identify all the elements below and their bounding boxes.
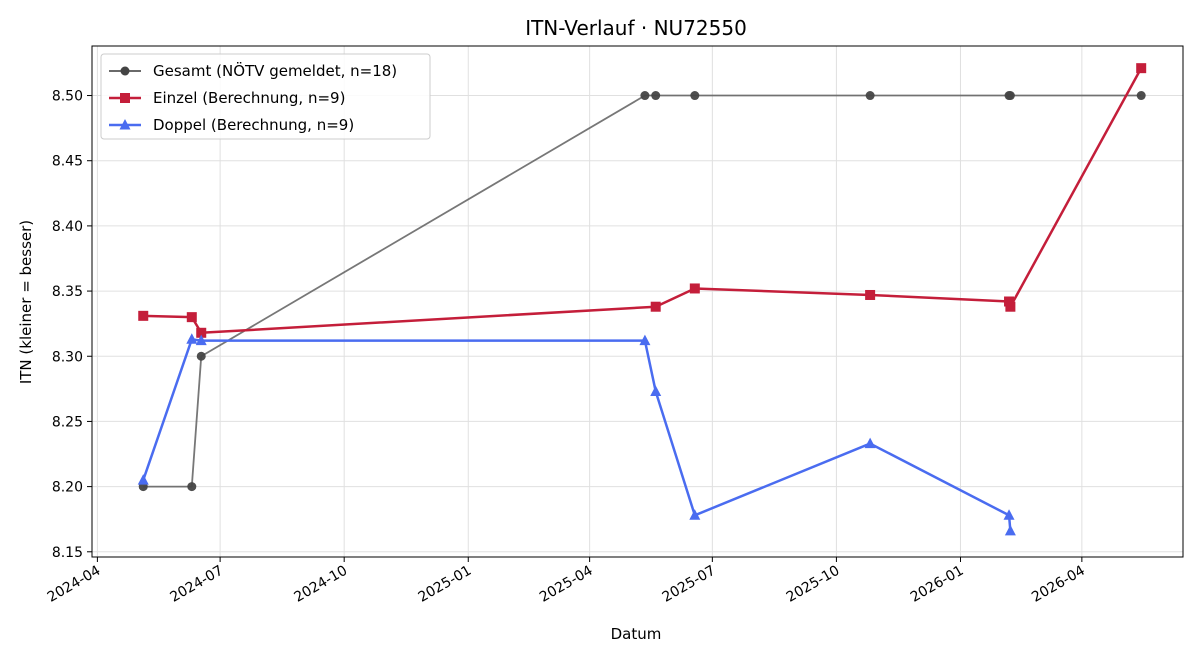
data-point (137, 474, 149, 485)
data-point (195, 334, 207, 346)
x-tick-label: 2025-10 (784, 563, 843, 606)
y-tick-label: 8.45 (52, 154, 83, 170)
legend-marker (120, 66, 130, 76)
data-point (865, 289, 876, 300)
data-point (187, 482, 197, 492)
y-axis-ticks: 8.15 8.20 8.25 8.30 8.35 8.40 8.45 8.50 (52, 89, 92, 561)
y-tick-label: 8.50 (52, 89, 83, 105)
legend-marker (119, 119, 131, 130)
data-point (196, 351, 206, 361)
x-tick-label: 2024-04 (45, 563, 104, 606)
data-point (690, 91, 700, 101)
data-point (651, 91, 661, 101)
data-point (1004, 524, 1016, 536)
y-tick-label: 8.25 (52, 414, 83, 430)
data-point (639, 334, 651, 346)
series-layer (137, 63, 1147, 536)
y-tick-label: 8.20 (52, 480, 83, 496)
data-point (1004, 296, 1015, 307)
data-point (1136, 91, 1146, 101)
series-3 (137, 333, 1016, 536)
legend-item: Einzel (Berechnung, n=9) (109, 89, 345, 107)
y-tick-label: 8.30 (52, 349, 83, 365)
data-point (1003, 509, 1015, 520)
data-point (1136, 63, 1147, 74)
legend-label: Einzel (Berechnung, n=9) (153, 89, 345, 107)
series-line (142, 338, 1012, 532)
series-2 (138, 63, 1147, 338)
x-tick-label: 2025-07 (660, 563, 719, 606)
y-tick-label: 8.35 (52, 284, 83, 300)
x-tick-label: 2026-01 (908, 563, 967, 606)
data-point (186, 312, 197, 323)
plot-frame (91, 45, 1184, 558)
x-tick-label: 2026-04 (1029, 563, 1088, 606)
data-point (1005, 301, 1016, 312)
legend-label: Gesamt (NÖTV gemeldet, n=18) (153, 61, 397, 80)
x-axis-ticks: 2024-04 2024-07 2024-10 2025-01 2025-04 2025-… (45, 557, 1088, 606)
y-tick-label: 8.40 (52, 219, 83, 235)
data-point (196, 327, 207, 338)
data-point (689, 283, 700, 294)
data-point (689, 509, 701, 520)
y-tick-label: 8.15 (52, 545, 83, 561)
legend-item: Gesamt (NÖTV gemeldet, n=18) (109, 61, 397, 80)
data-point (640, 91, 650, 101)
series-1 (138, 91, 1146, 492)
legend: Gesamt (NÖTV gemeldet, n=18) Einzel (Bere… (100, 53, 431, 140)
legend-marker (120, 93, 130, 103)
data-point (186, 333, 198, 344)
legend-box (100, 53, 431, 140)
data-point (864, 437, 876, 449)
data-point (650, 385, 662, 396)
x-tick-label: 2025-01 (416, 563, 475, 606)
data-point (1005, 91, 1015, 101)
x-tick-label: 2024-10 (292, 563, 351, 606)
legend-item: Doppel (Berechnung, n=9) (109, 116, 354, 134)
x-tick-label: 2025-04 (537, 563, 596, 606)
y-axis-label: ITN (kleiner = besser) (17, 220, 35, 384)
x-tick-label: 2024-07 (167, 563, 226, 606)
data-point (138, 310, 149, 321)
legend-label: Doppel (Berechnung, n=9) (153, 116, 354, 134)
data-point (865, 91, 875, 101)
chart-title: ITN-Verlauf · NU72550 (525, 16, 747, 40)
data-point (650, 301, 661, 312)
x-axis-label: Datum (611, 625, 662, 643)
